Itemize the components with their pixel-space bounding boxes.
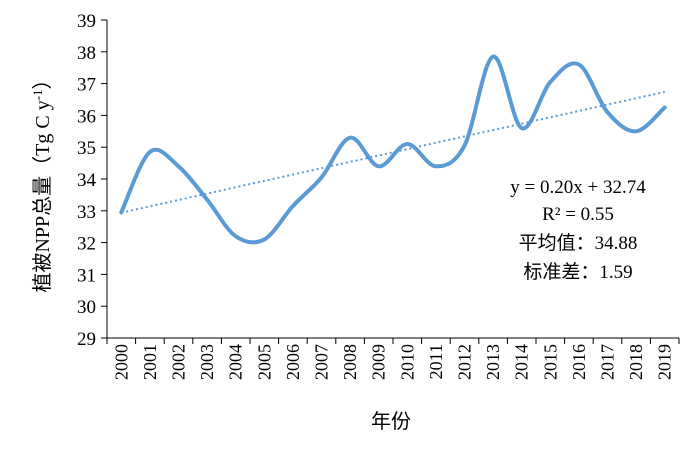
y-tick-label: 35 bbox=[77, 138, 96, 159]
y-tick-label: 31 bbox=[77, 265, 96, 286]
x-axis: 2000 2001 2002 2003 2004 2005 2006 2007 2008 2009… bbox=[106, 337, 680, 380]
x-tick-label: 2011 bbox=[426, 344, 446, 379]
x-tick-label: 2007 bbox=[312, 344, 332, 380]
y-tick-label: 39 bbox=[77, 11, 96, 32]
y-axis-title-suffix: ） bbox=[31, 69, 54, 89]
y-tick-label: 29 bbox=[77, 329, 96, 350]
y-axis: 29 30 31 32 33 34 35 36 37 38 39 bbox=[77, 11, 108, 350]
x-tick-label: 2005 bbox=[254, 344, 274, 380]
x-tick-label: 2009 bbox=[369, 344, 389, 380]
y-tick-label: 33 bbox=[77, 202, 96, 223]
annotation-r-squared: R² = 0.55 bbox=[542, 204, 614, 225]
x-tick-label: 2004 bbox=[226, 344, 246, 380]
series-line-npp bbox=[119, 54, 667, 245]
x-tick-label: 2006 bbox=[283, 344, 303, 380]
x-axis-title: 年份 bbox=[371, 410, 411, 433]
y-tick-label: 30 bbox=[77, 297, 96, 318]
x-tick-label: 2012 bbox=[455, 344, 475, 380]
annotation-mean: 平均值：34.88 bbox=[519, 232, 638, 254]
x-tick-label: 2000 bbox=[111, 344, 131, 380]
x-tick-label: 2015 bbox=[540, 344, 560, 380]
annotation-box: y = 0.20x + 32.74 R² = 0.55 平均值：34.88 标准… bbox=[510, 177, 646, 283]
x-tick-label: 2014 bbox=[512, 344, 532, 380]
x-tick-label: 2010 bbox=[397, 344, 417, 380]
annotation-equation: y = 0.20x + 32.74 bbox=[510, 177, 646, 198]
y-tick-label: 36 bbox=[77, 106, 96, 127]
x-tick-label: 2013 bbox=[483, 344, 503, 380]
x-tick-label: 2016 bbox=[569, 344, 589, 380]
y-tick-label: 34 bbox=[77, 170, 97, 191]
annotation-std: 标准差：1.59 bbox=[523, 261, 632, 283]
x-tick-label: 2003 bbox=[197, 344, 217, 380]
x-tick-label: 2019 bbox=[655, 344, 675, 380]
x-tick-label: 2008 bbox=[340, 344, 360, 380]
x-tick-label: 2001 bbox=[140, 344, 160, 380]
x-tick-label: 2017 bbox=[598, 344, 618, 380]
x-tick-label: 2002 bbox=[169, 344, 189, 380]
y-tick-label: 32 bbox=[77, 234, 96, 255]
y-tick-label: 38 bbox=[77, 43, 96, 64]
y-axis-title: 植被NPP总量（Tg C y-1） bbox=[30, 69, 54, 292]
x-tick-label: 2018 bbox=[626, 344, 646, 380]
y-tick-label: 37 bbox=[77, 75, 96, 96]
y-axis-title-sup: -1 bbox=[30, 89, 45, 100]
